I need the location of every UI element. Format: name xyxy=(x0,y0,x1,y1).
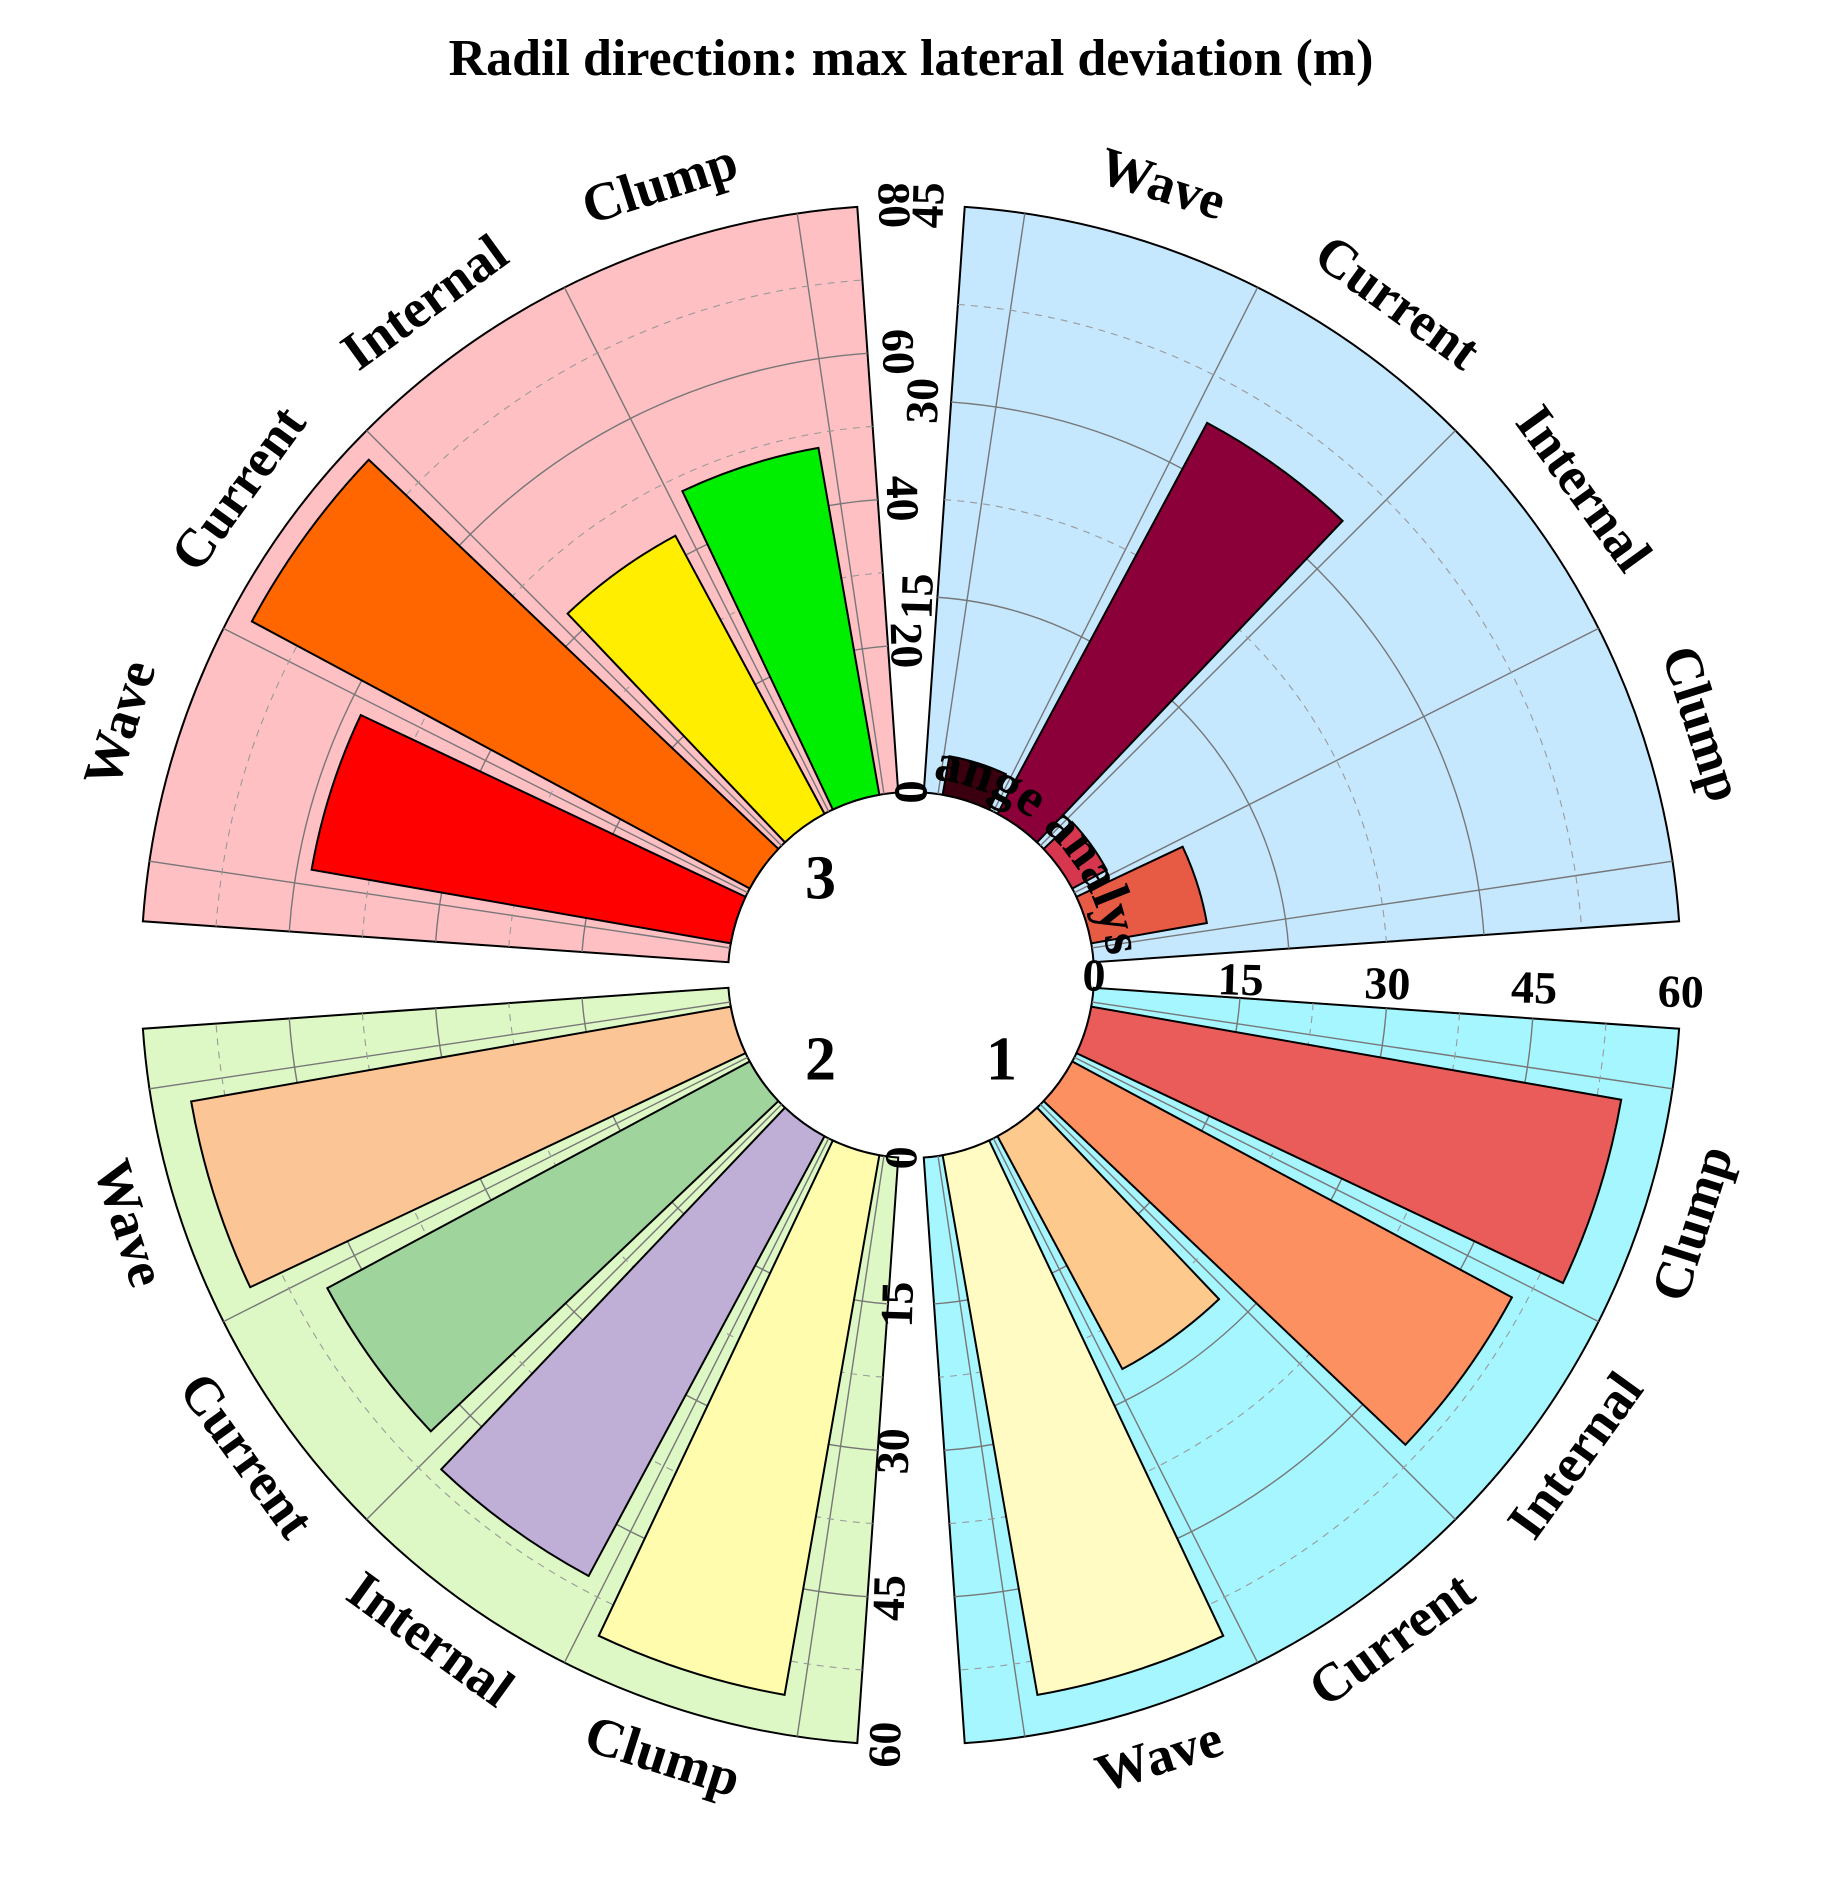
bar-clump xyxy=(1075,1005,1623,1285)
circular-gridline xyxy=(951,401,1485,935)
minor-gridline xyxy=(508,572,883,947)
chart-title: Radil direction: max lateral deviation (… xyxy=(449,30,1374,87)
tick-label: 30 xyxy=(896,377,948,424)
tick-label: 0 xyxy=(875,1146,927,1170)
category-label: Wave xyxy=(1092,135,1233,231)
radial-gridline xyxy=(1091,860,1673,949)
tick-label: 40 xyxy=(877,475,929,522)
tick-label: 60 xyxy=(1657,965,1704,1017)
minor-gridline xyxy=(939,1003,1314,1378)
tick-label: 30 xyxy=(1364,957,1411,1009)
category-label: Wave xyxy=(1089,1708,1230,1804)
tick-label: 45 xyxy=(863,1574,915,1621)
tick-label: 15 xyxy=(1217,953,1264,1005)
tick-label: 15 xyxy=(891,573,943,620)
minor-gridline xyxy=(957,303,1583,929)
minor-gridline xyxy=(508,1003,883,1378)
circular-gridline xyxy=(288,352,868,932)
panels-group: WaveCurrentInternalClump0204060803WaveCu… xyxy=(0,0,1755,1809)
bar-current xyxy=(996,1106,1221,1371)
tick-label: 80 xyxy=(868,181,920,228)
tick-label: 60 xyxy=(858,1721,910,1768)
circular-gridline xyxy=(937,596,1290,949)
tick-label: 60 xyxy=(872,328,924,375)
minor-gridline xyxy=(215,279,863,927)
tick-label: 0 xyxy=(1082,949,1106,1001)
bar-clump xyxy=(1075,845,1209,945)
category-label: Wave xyxy=(82,1153,178,1294)
panel-grid xyxy=(937,213,1673,949)
tick-label: 15 xyxy=(871,1281,923,1328)
category-label: Clump xyxy=(1650,639,1755,809)
category-label: Wave xyxy=(71,653,167,794)
bar-current xyxy=(250,458,780,890)
bar-wave xyxy=(941,1139,1225,1697)
bar-internal xyxy=(439,1106,826,1578)
bar-wave xyxy=(310,713,747,945)
bar-current xyxy=(996,421,1344,844)
minor-gridline xyxy=(944,499,1387,942)
tick-label: 45 xyxy=(901,181,953,228)
bar-wave xyxy=(189,1005,747,1289)
panel-number-1: 1 xyxy=(986,1026,1017,1094)
bar-wave xyxy=(941,755,1008,811)
bar-current xyxy=(325,1060,780,1433)
tick-label: 20 xyxy=(881,622,933,669)
category-label: Clump xyxy=(575,131,745,236)
panel-number-2: 2 xyxy=(805,1026,836,1094)
bar-internal xyxy=(566,534,826,844)
bar-clump xyxy=(597,1139,881,1697)
bar-internal xyxy=(1042,820,1109,890)
tick-label: 30 xyxy=(867,1427,919,1474)
bar-internal xyxy=(1042,1060,1514,1447)
panel-number-3: 3 xyxy=(805,845,836,913)
tick-label: 45 xyxy=(1510,961,1557,1013)
bar-clump xyxy=(681,446,881,811)
tick-label: 0 xyxy=(885,780,937,804)
